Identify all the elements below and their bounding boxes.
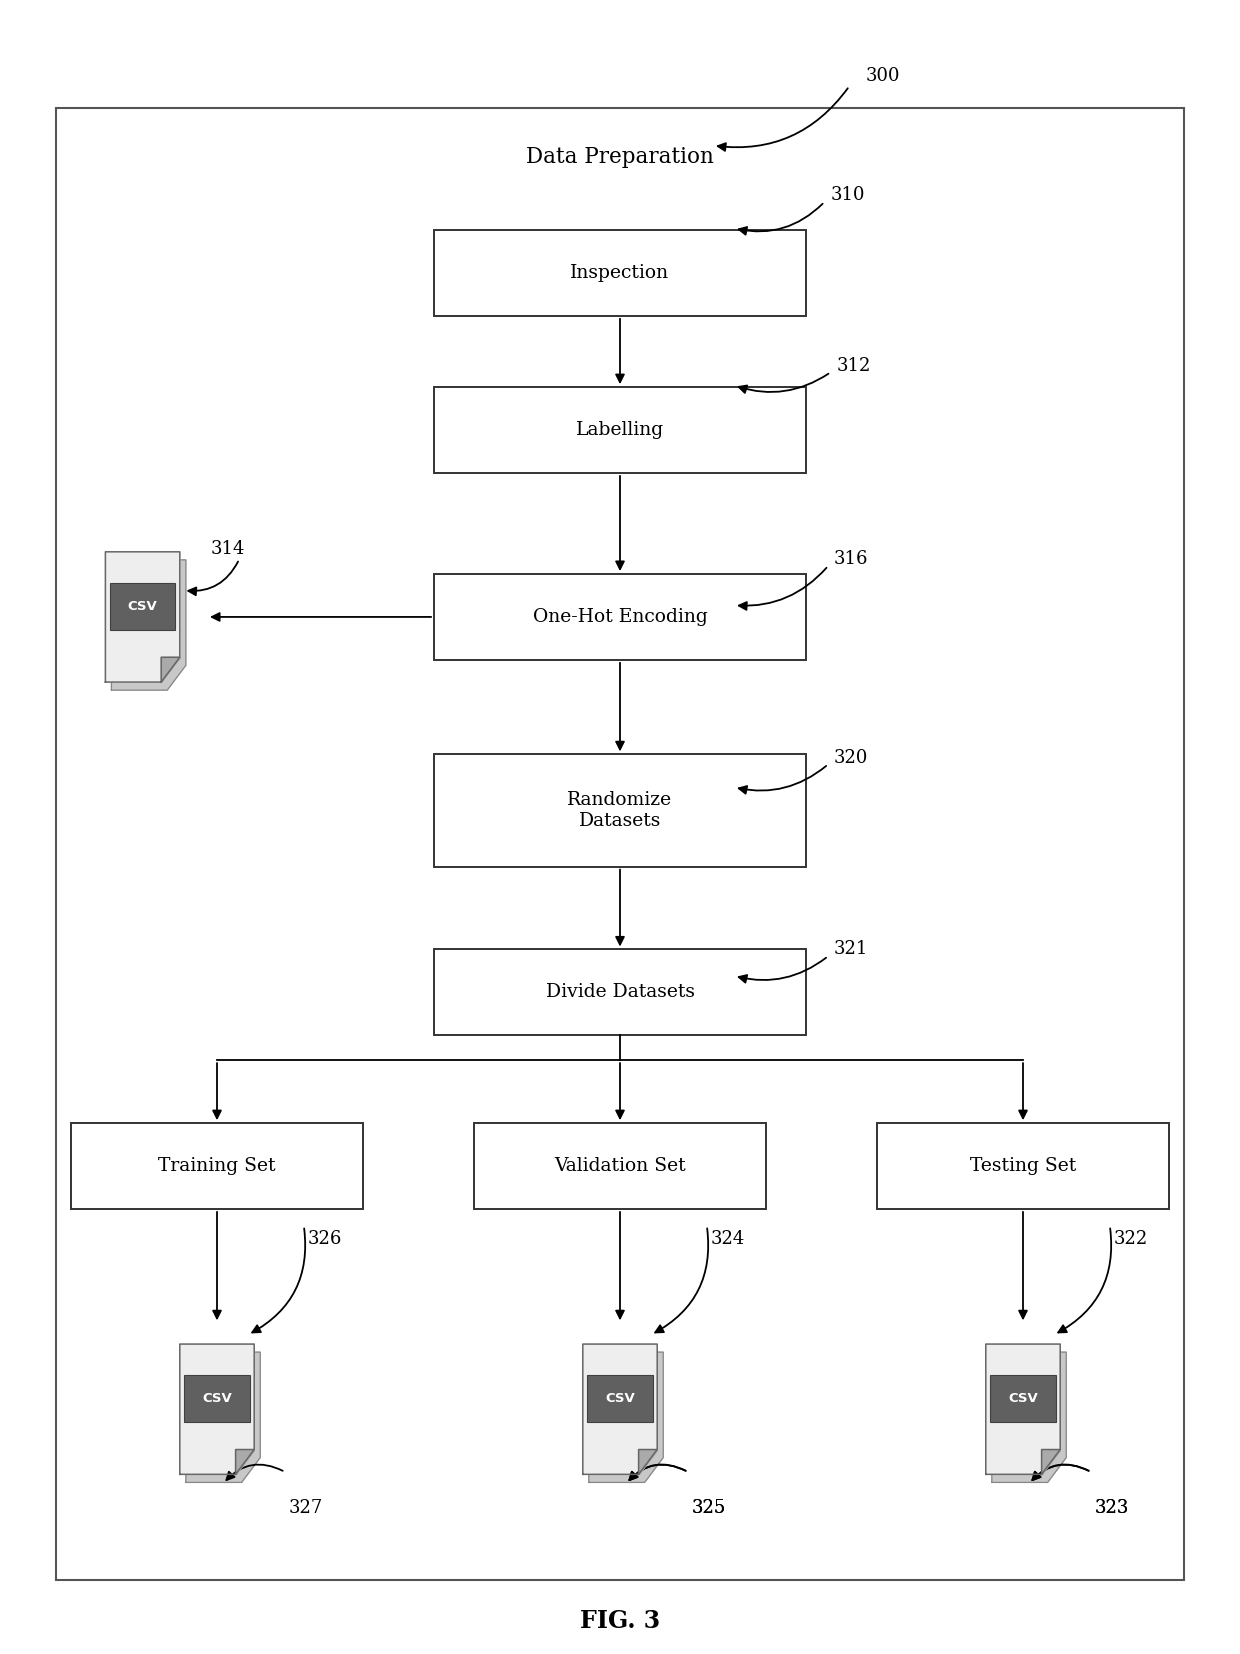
Text: Data Preparation: Data Preparation bbox=[526, 146, 714, 169]
Text: 322: 322 bbox=[1114, 1231, 1148, 1247]
FancyArrowPatch shape bbox=[1033, 1464, 1089, 1480]
Text: Randomize
Datasets: Randomize Datasets bbox=[568, 791, 672, 830]
Text: Training Set: Training Set bbox=[159, 1158, 275, 1174]
FancyBboxPatch shape bbox=[110, 584, 175, 630]
Text: Testing Set: Testing Set bbox=[970, 1158, 1076, 1174]
FancyArrowPatch shape bbox=[1019, 1212, 1027, 1318]
FancyBboxPatch shape bbox=[434, 949, 806, 1035]
Text: CSV: CSV bbox=[605, 1393, 635, 1406]
Text: 323: 323 bbox=[1095, 1500, 1130, 1517]
Text: 325: 325 bbox=[692, 1500, 727, 1517]
FancyArrowPatch shape bbox=[630, 1464, 686, 1480]
Text: One-Hot Encoding: One-Hot Encoding bbox=[533, 609, 707, 625]
FancyBboxPatch shape bbox=[434, 754, 806, 867]
Text: Labelling: Labelling bbox=[575, 422, 665, 438]
Text: 321: 321 bbox=[833, 941, 868, 958]
FancyArrowPatch shape bbox=[655, 1229, 708, 1333]
FancyArrowPatch shape bbox=[739, 766, 826, 794]
Text: 314: 314 bbox=[211, 541, 246, 557]
Polygon shape bbox=[1042, 1449, 1060, 1474]
Text: CSV: CSV bbox=[202, 1393, 232, 1406]
FancyArrowPatch shape bbox=[616, 476, 624, 569]
Text: 312: 312 bbox=[837, 357, 872, 374]
FancyBboxPatch shape bbox=[878, 1123, 1168, 1209]
Text: Inspection: Inspection bbox=[570, 265, 670, 281]
FancyBboxPatch shape bbox=[71, 1123, 362, 1209]
FancyBboxPatch shape bbox=[434, 230, 806, 316]
Text: 323: 323 bbox=[1095, 1500, 1130, 1517]
Text: 325: 325 bbox=[692, 1500, 727, 1517]
FancyBboxPatch shape bbox=[474, 1123, 765, 1209]
Text: Divide Datasets: Divide Datasets bbox=[546, 984, 694, 1001]
Text: 316: 316 bbox=[833, 551, 868, 567]
FancyBboxPatch shape bbox=[185, 1376, 249, 1422]
Polygon shape bbox=[992, 1353, 1066, 1482]
FancyArrowPatch shape bbox=[1058, 1229, 1111, 1333]
Polygon shape bbox=[112, 561, 186, 690]
Text: Validation Set: Validation Set bbox=[554, 1158, 686, 1174]
Polygon shape bbox=[236, 1449, 254, 1474]
FancyArrowPatch shape bbox=[718, 88, 848, 151]
FancyArrowPatch shape bbox=[739, 203, 822, 235]
Text: 324: 324 bbox=[711, 1231, 745, 1247]
Polygon shape bbox=[186, 1353, 260, 1482]
FancyBboxPatch shape bbox=[991, 1376, 1055, 1422]
FancyArrowPatch shape bbox=[616, 1064, 624, 1118]
Text: CSV: CSV bbox=[1008, 1393, 1038, 1406]
Text: CSV: CSV bbox=[128, 600, 157, 614]
Text: FIG. 3: FIG. 3 bbox=[580, 1609, 660, 1632]
FancyArrowPatch shape bbox=[616, 319, 624, 382]
FancyArrowPatch shape bbox=[616, 870, 624, 944]
FancyArrowPatch shape bbox=[212, 614, 432, 620]
Polygon shape bbox=[105, 552, 180, 681]
Polygon shape bbox=[180, 1345, 254, 1474]
FancyBboxPatch shape bbox=[588, 1376, 652, 1422]
FancyBboxPatch shape bbox=[434, 574, 806, 660]
FancyArrowPatch shape bbox=[227, 1464, 283, 1480]
Text: 327: 327 bbox=[289, 1500, 324, 1517]
FancyArrowPatch shape bbox=[739, 374, 828, 394]
Polygon shape bbox=[639, 1449, 657, 1474]
Text: 320: 320 bbox=[833, 749, 868, 766]
FancyArrowPatch shape bbox=[739, 567, 827, 610]
FancyArrowPatch shape bbox=[739, 958, 826, 982]
Text: 310: 310 bbox=[831, 187, 866, 203]
FancyArrowPatch shape bbox=[213, 1212, 221, 1318]
Text: 300: 300 bbox=[866, 68, 900, 84]
FancyArrowPatch shape bbox=[1019, 1064, 1027, 1118]
FancyArrowPatch shape bbox=[630, 1464, 686, 1480]
Polygon shape bbox=[986, 1345, 1060, 1474]
Polygon shape bbox=[161, 657, 180, 681]
FancyArrowPatch shape bbox=[252, 1229, 305, 1333]
Polygon shape bbox=[589, 1353, 663, 1482]
FancyBboxPatch shape bbox=[434, 387, 806, 473]
FancyBboxPatch shape bbox=[56, 108, 1184, 1580]
FancyArrowPatch shape bbox=[188, 562, 238, 595]
Polygon shape bbox=[583, 1345, 657, 1474]
FancyArrowPatch shape bbox=[1033, 1464, 1089, 1480]
FancyArrowPatch shape bbox=[616, 663, 624, 749]
FancyArrowPatch shape bbox=[616, 1212, 624, 1318]
FancyArrowPatch shape bbox=[213, 1064, 221, 1118]
Text: 326: 326 bbox=[308, 1231, 342, 1247]
